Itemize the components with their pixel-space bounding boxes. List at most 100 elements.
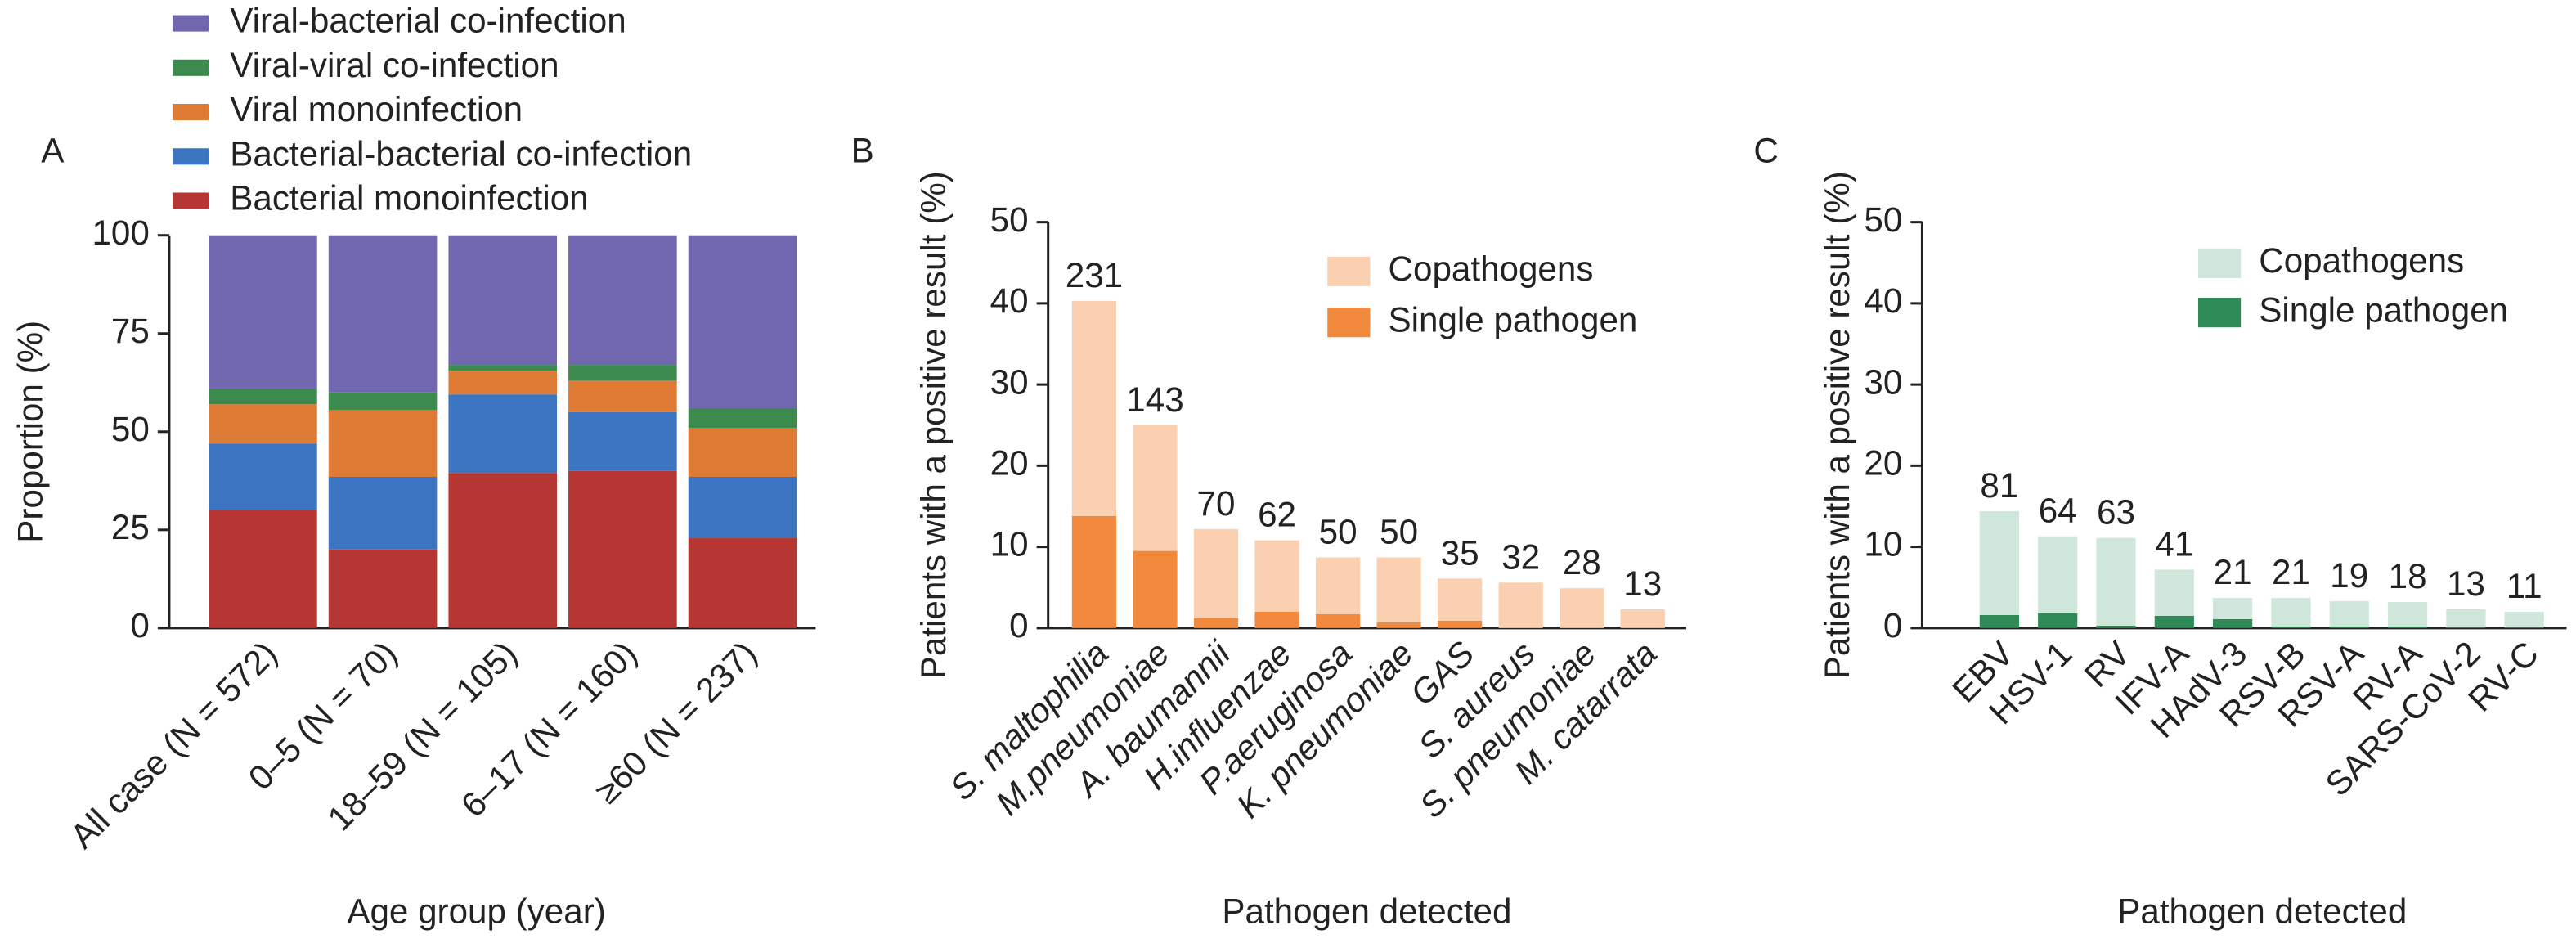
bar-segment	[1071, 515, 1117, 628]
bar-segment	[2387, 602, 2428, 627]
x-axis-label: Pathogen detected	[2117, 892, 2407, 931]
legend-label: Copathogens	[1389, 249, 1594, 288]
count-label: 41	[2155, 524, 2193, 563]
bar-segment	[1315, 557, 1361, 614]
x-axis-label: Pathogen detected	[1222, 892, 1511, 931]
y-tick-label: 30	[990, 362, 1029, 401]
count-label: 32	[1501, 537, 1540, 576]
y-tick-label: 50	[1864, 200, 1902, 239]
legend-label: Viral-viral co-infection	[230, 46, 559, 84]
count-label: 13	[1623, 564, 1662, 603]
count-label: 21	[2272, 553, 2310, 591]
y-tick-label: 40	[990, 281, 1029, 320]
legend-swatch	[1327, 256, 1371, 286]
bar-segment	[328, 410, 438, 477]
y-tick-label: 0	[130, 606, 149, 645]
legend-swatch	[172, 192, 209, 209]
bar-segment	[448, 365, 558, 371]
bar-segment	[2504, 612, 2544, 627]
count-label: 13	[2447, 564, 2485, 603]
count-label: 50	[1319, 513, 1358, 551]
bar-segment	[328, 476, 438, 550]
y-tick-label: 50	[990, 200, 1029, 239]
legend-swatch	[2197, 298, 2242, 328]
bar-segment	[688, 537, 797, 628]
legend-label: Single pathogen	[2259, 290, 2508, 329]
bar-segment	[1315, 613, 1361, 628]
bar-segment	[2446, 609, 2486, 627]
bar-segment	[328, 549, 438, 628]
y-tick-label: 100	[92, 213, 149, 252]
bar-segment	[2154, 569, 2194, 616]
bar-segment	[2154, 615, 2194, 628]
legend-swatch	[172, 148, 209, 165]
panel-letter: C	[1753, 131, 1778, 169]
bar-segment	[688, 235, 797, 408]
count-label: 28	[1563, 543, 1601, 582]
bar-segment	[2038, 536, 2078, 613]
bar-segment	[1560, 588, 1604, 628]
bar-segment	[209, 443, 317, 510]
count-label: 11	[2506, 567, 2542, 605]
bar-segment	[688, 476, 797, 538]
bar-segment	[209, 235, 317, 389]
bar-segment	[209, 404, 317, 444]
bar-segment	[1133, 425, 1178, 551]
bar-segment	[1254, 540, 1299, 612]
bar-segment	[1133, 550, 1178, 628]
count-label: 63	[2097, 493, 2135, 532]
bar-segment	[688, 427, 797, 477]
bar-segment	[2446, 627, 2486, 628]
legend-label: Viral monoinfection	[230, 90, 523, 128]
y-tick-label: 75	[111, 312, 150, 350]
count-label: 18	[2389, 557, 2427, 595]
y-tick-label: 10	[990, 525, 1029, 564]
count-label: 19	[2330, 556, 2368, 595]
count-label: 62	[1258, 496, 1296, 534]
legend-swatch	[2197, 248, 2242, 278]
x-axis-label: Age group (year)	[347, 892, 605, 931]
bar-segment	[448, 235, 558, 366]
bar-segment	[688, 407, 797, 428]
y-tick-label: 10	[1864, 525, 1902, 564]
bar-segment	[1438, 620, 1483, 628]
bar-segment	[568, 411, 677, 471]
bar-segment	[1979, 614, 2019, 628]
bar-segment	[1620, 609, 1665, 628]
bar-segment	[568, 470, 677, 628]
bar-segment	[2213, 618, 2253, 628]
x-tick-label: All case (N = 572)	[63, 634, 285, 856]
y-axis-label: Proportion (%)	[11, 321, 49, 543]
legend-swatch	[172, 15, 209, 32]
y-tick-label: 50	[111, 410, 150, 448]
bar-segment	[568, 235, 677, 366]
panel-letter: B	[851, 131, 874, 169]
bar-segment	[1376, 557, 1421, 622]
y-axis-label: Patients with a positive result (%)	[914, 171, 953, 679]
y-tick-label: 30	[1864, 362, 1902, 401]
legend-label: Copathogens	[2259, 241, 2464, 280]
count-label: 50	[1380, 513, 1418, 551]
bar-segment	[1071, 300, 1117, 516]
bar-segment	[1438, 578, 1483, 621]
bar-segment	[2329, 626, 2369, 628]
bar-segment	[2213, 598, 2253, 619]
bar-segment	[1498, 582, 1543, 628]
bar-segment	[2271, 626, 2311, 628]
bar-segment	[2329, 601, 2369, 627]
legend-label: Bacterial monoinfection	[230, 179, 588, 218]
bar-segment	[328, 235, 438, 393]
bar-segment	[2387, 626, 2428, 628]
bar-segment	[2096, 537, 2136, 626]
bar-segment	[1376, 622, 1421, 628]
count-label: 231	[1066, 256, 1123, 294]
legend-swatch	[172, 104, 209, 121]
count-label: 21	[2214, 553, 2252, 591]
legend-label: Viral-bacterial co-infection	[230, 2, 626, 40]
bar-segment	[1193, 528, 1239, 618]
bar-segment	[568, 365, 677, 381]
legend-swatch	[172, 59, 209, 76]
legend-swatch	[1327, 308, 1371, 338]
bar-segment	[568, 380, 677, 412]
